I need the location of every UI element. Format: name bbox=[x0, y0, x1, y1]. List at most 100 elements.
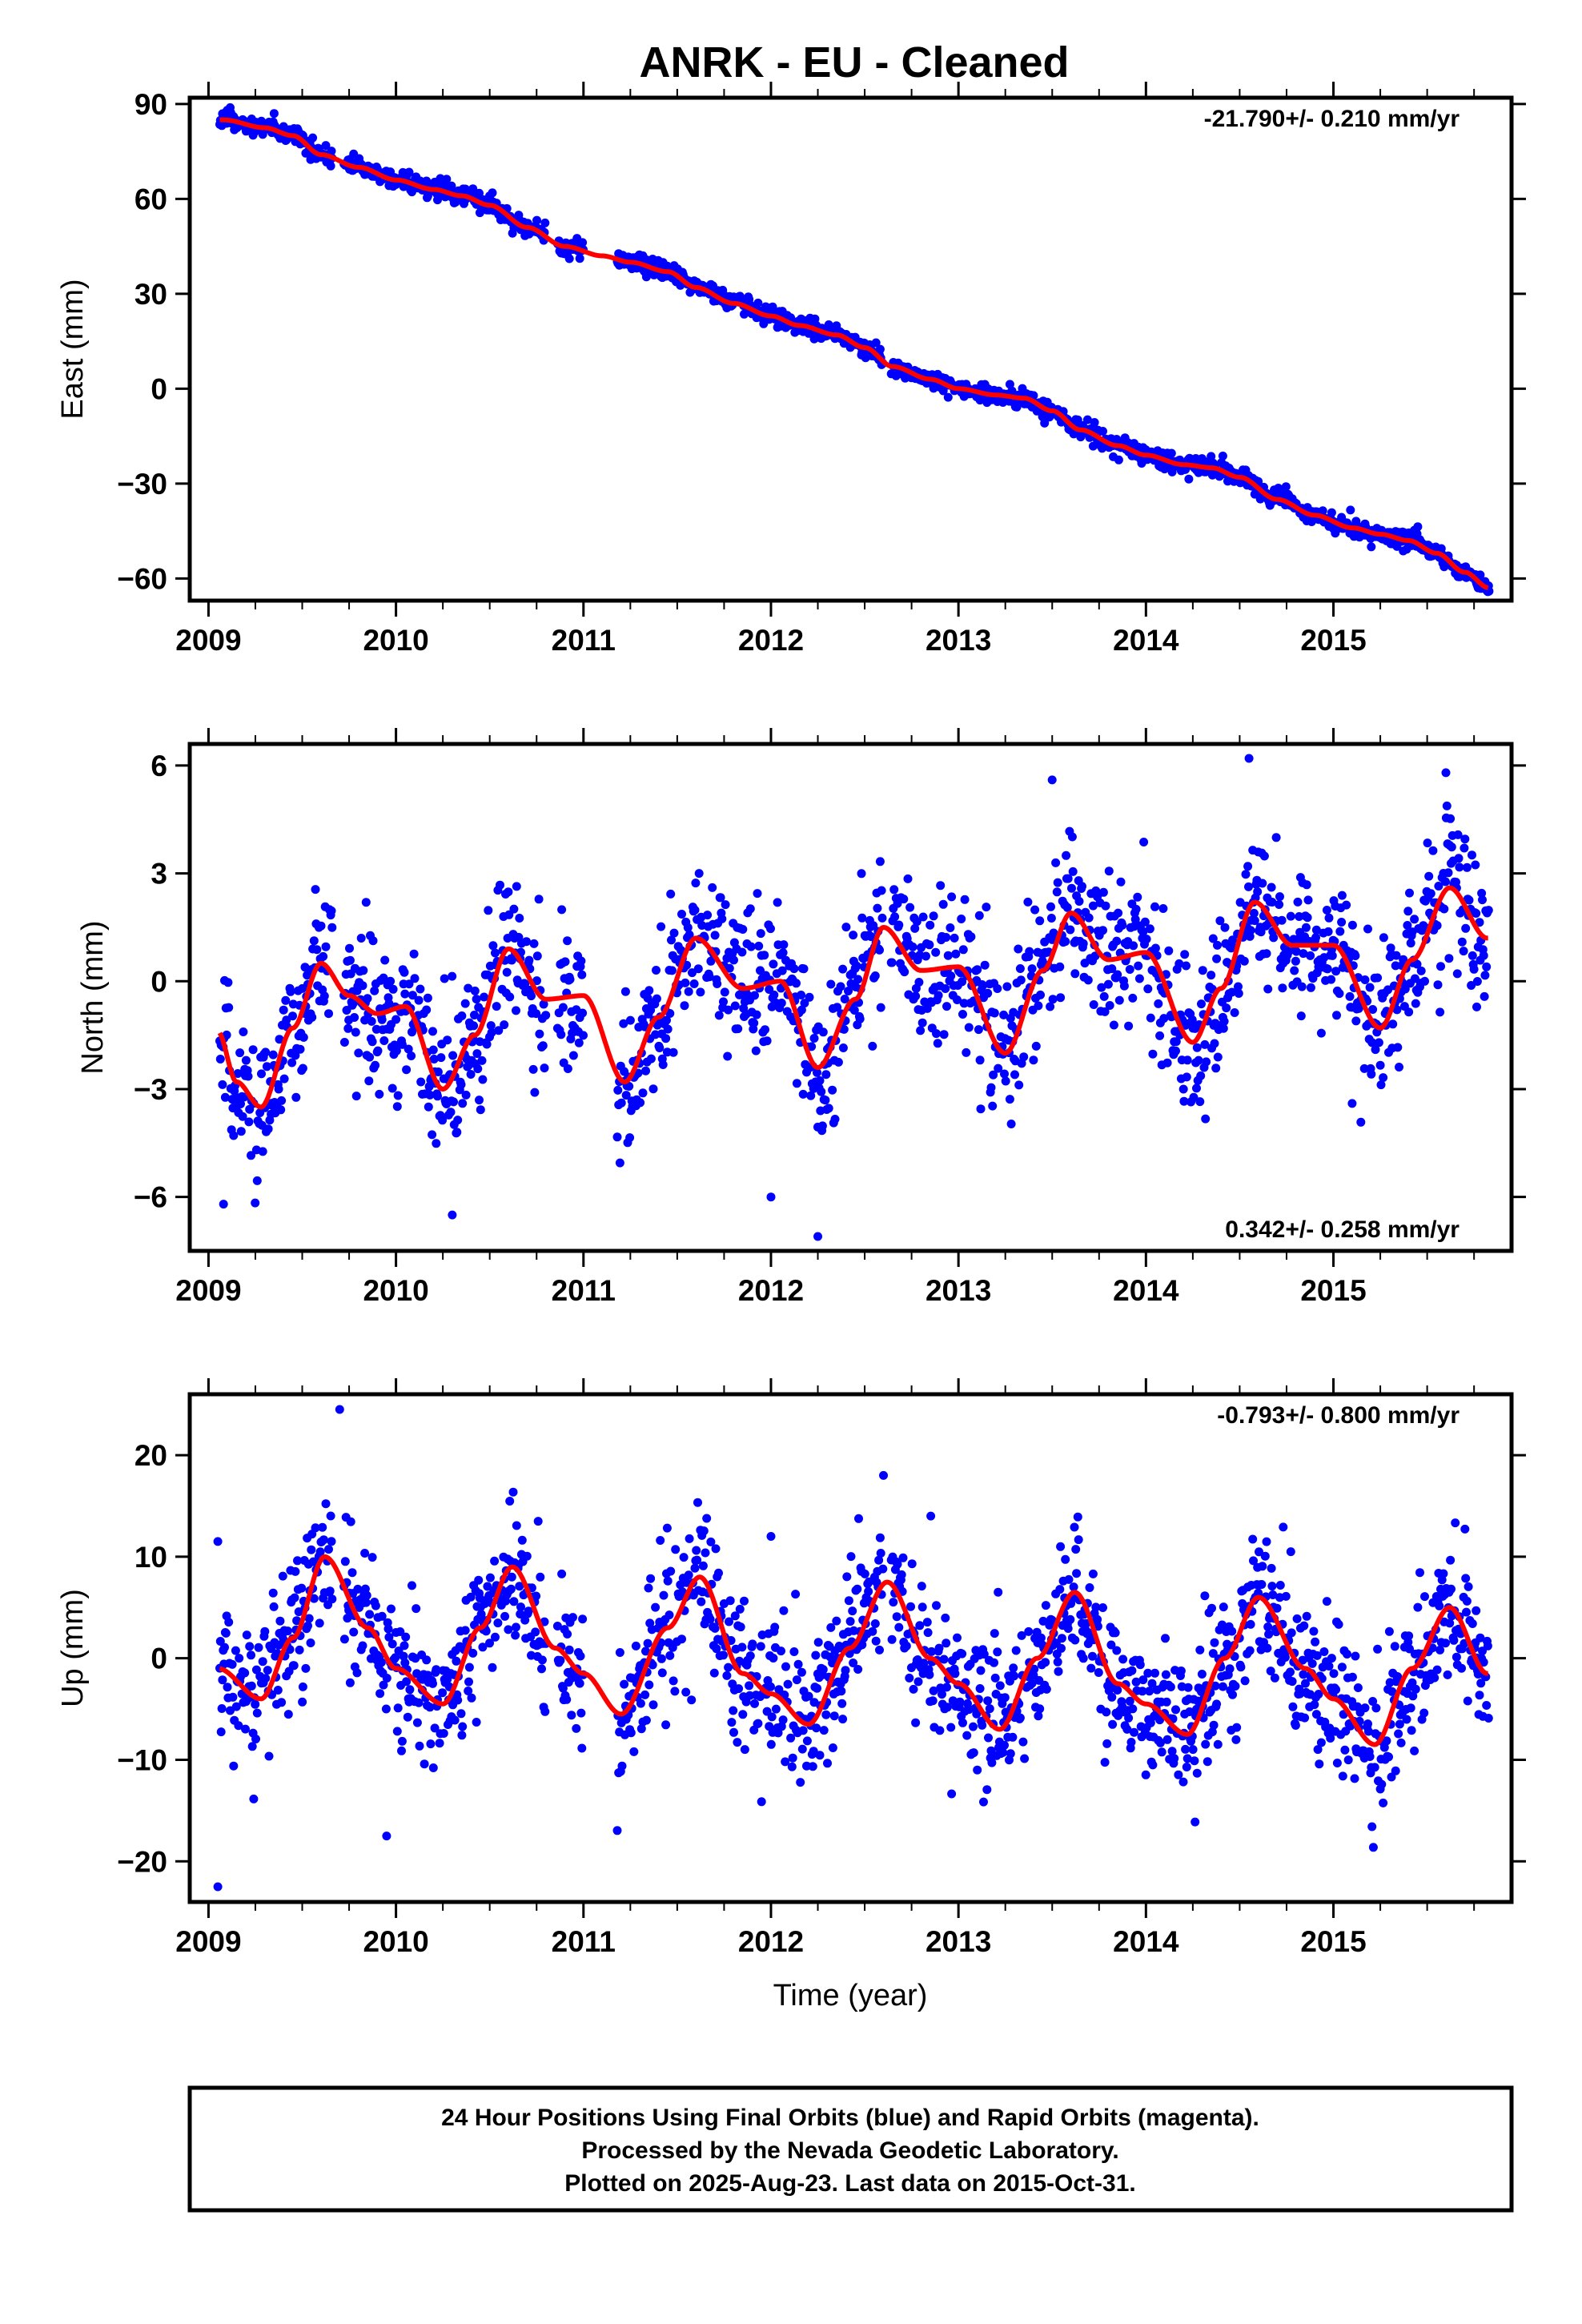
data-point bbox=[240, 1668, 250, 1678]
data-point bbox=[242, 1630, 251, 1640]
data-point bbox=[1274, 484, 1283, 493]
data-point bbox=[1150, 1668, 1159, 1678]
data-point bbox=[504, 910, 514, 919]
data-point bbox=[397, 1736, 407, 1746]
data-point bbox=[1150, 902, 1159, 911]
data-point bbox=[1143, 1668, 1153, 1678]
data-point bbox=[723, 1051, 733, 1061]
data-point bbox=[736, 1622, 745, 1632]
data-point bbox=[982, 1785, 992, 1795]
data-point bbox=[1046, 1002, 1055, 1011]
data-point bbox=[669, 1676, 678, 1686]
x-tick-label: 2012 bbox=[738, 1274, 804, 1307]
data-point bbox=[905, 1673, 914, 1683]
data-point bbox=[1326, 1734, 1335, 1743]
data-point bbox=[1154, 999, 1163, 1008]
plot-frame-east bbox=[187, 95, 1514, 603]
data-point bbox=[1174, 1770, 1183, 1779]
data-point bbox=[292, 1616, 302, 1626]
data-point bbox=[321, 141, 331, 151]
data-point bbox=[1480, 991, 1489, 1001]
data-point bbox=[643, 1638, 652, 1648]
data-point bbox=[871, 1636, 881, 1646]
data-point bbox=[797, 1744, 807, 1754]
data-point bbox=[263, 1666, 272, 1675]
data-point bbox=[563, 1064, 572, 1073]
data-point bbox=[1343, 1755, 1353, 1765]
data-point bbox=[1432, 921, 1442, 931]
data-point bbox=[1479, 1658, 1488, 1667]
data-point bbox=[520, 979, 530, 989]
data-point bbox=[1387, 1687, 1397, 1696]
data-point bbox=[229, 1131, 239, 1140]
data-point bbox=[1338, 1771, 1347, 1781]
data-point bbox=[826, 979, 836, 989]
data-point bbox=[541, 1011, 551, 1020]
data-point bbox=[1464, 895, 1474, 905]
data-point bbox=[824, 1104, 833, 1113]
data-point bbox=[690, 905, 700, 915]
data-point bbox=[815, 1751, 825, 1760]
data-point bbox=[1029, 1055, 1038, 1065]
data-point bbox=[422, 1655, 432, 1665]
data-point bbox=[766, 1682, 775, 1691]
data-point bbox=[1412, 959, 1422, 969]
data-point bbox=[279, 1005, 288, 1015]
data-point bbox=[231, 1702, 241, 1711]
data-point bbox=[568, 1613, 577, 1622]
y-tick-label: −10 bbox=[117, 1743, 167, 1776]
data-point bbox=[420, 1759, 429, 1769]
data-point bbox=[1296, 1011, 1306, 1021]
data-point bbox=[275, 1616, 285, 1626]
data-point bbox=[844, 1596, 853, 1606]
data-point bbox=[540, 1063, 549, 1073]
data-point bbox=[646, 1054, 656, 1063]
y-tick-label: −6 bbox=[134, 1181, 167, 1214]
data-point bbox=[725, 1596, 735, 1606]
data-point bbox=[917, 1018, 927, 1027]
data-point bbox=[1482, 962, 1492, 971]
data-point bbox=[1148, 1760, 1158, 1770]
data-point bbox=[380, 955, 390, 965]
data-point bbox=[846, 1552, 856, 1562]
data-point bbox=[1085, 1583, 1094, 1592]
data-point bbox=[1135, 1660, 1145, 1670]
data-point bbox=[1129, 941, 1138, 951]
data-point bbox=[995, 1681, 1005, 1691]
data-point bbox=[712, 1644, 721, 1654]
x-tick-label: 2015 bbox=[1300, 1925, 1366, 1958]
data-point bbox=[360, 1015, 370, 1025]
data-point bbox=[1202, 1057, 1211, 1067]
data-point bbox=[367, 1016, 376, 1026]
data-point bbox=[1088, 1651, 1097, 1661]
data-point bbox=[740, 1596, 749, 1606]
data-point bbox=[1435, 1007, 1445, 1017]
data-point bbox=[480, 992, 489, 1002]
data-point bbox=[638, 1088, 648, 1098]
data-point bbox=[560, 957, 570, 967]
data-point bbox=[484, 906, 493, 915]
data-point bbox=[1234, 982, 1243, 991]
data-point bbox=[1413, 522, 1423, 532]
data-point bbox=[425, 1090, 435, 1100]
data-point bbox=[821, 1710, 831, 1719]
data-point bbox=[1030, 1664, 1039, 1674]
data-point bbox=[1218, 1620, 1227, 1630]
data-point bbox=[875, 857, 885, 866]
data-point bbox=[706, 1537, 716, 1546]
data-point bbox=[388, 984, 398, 994]
data-point bbox=[1213, 1052, 1223, 1062]
chart-title: ANRK - EU - Cleaned bbox=[639, 38, 1069, 86]
data-point bbox=[1232, 1723, 1242, 1732]
rate-label-up: -0.793+/- 0.800 mm/yr bbox=[1217, 1402, 1460, 1429]
data-point bbox=[229, 1761, 239, 1771]
data-point bbox=[402, 1065, 412, 1075]
data-point bbox=[917, 1582, 926, 1591]
data-point bbox=[771, 1704, 781, 1714]
data-point bbox=[1419, 1708, 1429, 1718]
data-point bbox=[1203, 1757, 1212, 1767]
data-point bbox=[615, 1158, 624, 1168]
data-point bbox=[1316, 1738, 1326, 1747]
data-point bbox=[436, 1053, 446, 1063]
data-point bbox=[1379, 1073, 1388, 1083]
